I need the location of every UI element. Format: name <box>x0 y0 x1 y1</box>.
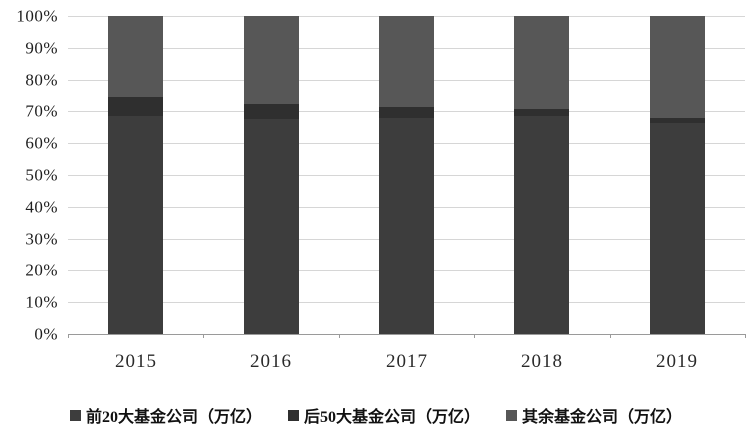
legend-swatch-icon <box>506 409 517 421</box>
legend-swatch-icon <box>287 409 299 421</box>
bar-segment <box>650 16 705 118</box>
x-axis-line <box>68 334 745 335</box>
y-tick-label: 40% <box>25 197 58 217</box>
x-tick-label: 2017 <box>386 351 428 372</box>
x-axis-tick <box>339 334 340 338</box>
bar-segment <box>244 16 299 104</box>
y-tick-label: 90% <box>25 38 58 58</box>
bar-segment <box>379 107 434 118</box>
bar-segment <box>244 104 299 119</box>
y-tick-label: 60% <box>25 133 58 153</box>
bar-segment <box>514 16 569 109</box>
legend-label: 后50大基金公司（万亿） <box>303 409 480 426</box>
x-axis-tick <box>474 334 475 338</box>
bar-segment <box>379 118 434 334</box>
y-tick-label: 0% <box>34 324 58 344</box>
legend-label: 前20大基金公司（万亿） <box>85 409 262 426</box>
y-tick-label: 80% <box>25 70 58 90</box>
y-tick-label: 20% <box>25 260 58 280</box>
legend-item: 后50大基金公司（万亿） <box>287 403 480 427</box>
legend: 前20大基金公司（万亿） 后50大基金公司（万亿） 其余基金公司（万亿） <box>0 403 752 427</box>
y-tick-label: 70% <box>25 101 58 121</box>
x-tick-label: 2015 <box>115 351 157 372</box>
bar-segment <box>650 118 705 123</box>
x-tick-label: 2018 <box>521 351 563 372</box>
bar-segment <box>108 97 163 116</box>
y-tick-label: 30% <box>25 229 58 249</box>
bar-segment <box>244 119 299 334</box>
legend-item: 其余基金公司（万亿） <box>506 403 682 427</box>
x-axis-tick <box>610 334 611 338</box>
legend-item: 前20大基金公司（万亿） <box>69 403 262 427</box>
x-tick-label: 2016 <box>250 351 292 372</box>
y-tick-label: 10% <box>25 292 58 312</box>
legend-swatch-icon <box>69 409 81 421</box>
x-tick-label: 2019 <box>656 351 698 372</box>
y-tick-label: 50% <box>25 165 58 185</box>
y-tick-label: 100% <box>16 6 58 26</box>
bar-segment <box>514 109 569 116</box>
bar-segment <box>514 116 569 334</box>
x-axis-tick <box>745 334 746 338</box>
bar-segment <box>379 16 434 107</box>
x-axis-tick <box>68 334 69 338</box>
bar-segment <box>650 123 705 334</box>
bar-segment <box>108 16 163 97</box>
legend-label: 其余基金公司（万亿） <box>522 409 683 426</box>
x-axis-tick <box>203 334 204 338</box>
bar-segment <box>108 116 163 334</box>
